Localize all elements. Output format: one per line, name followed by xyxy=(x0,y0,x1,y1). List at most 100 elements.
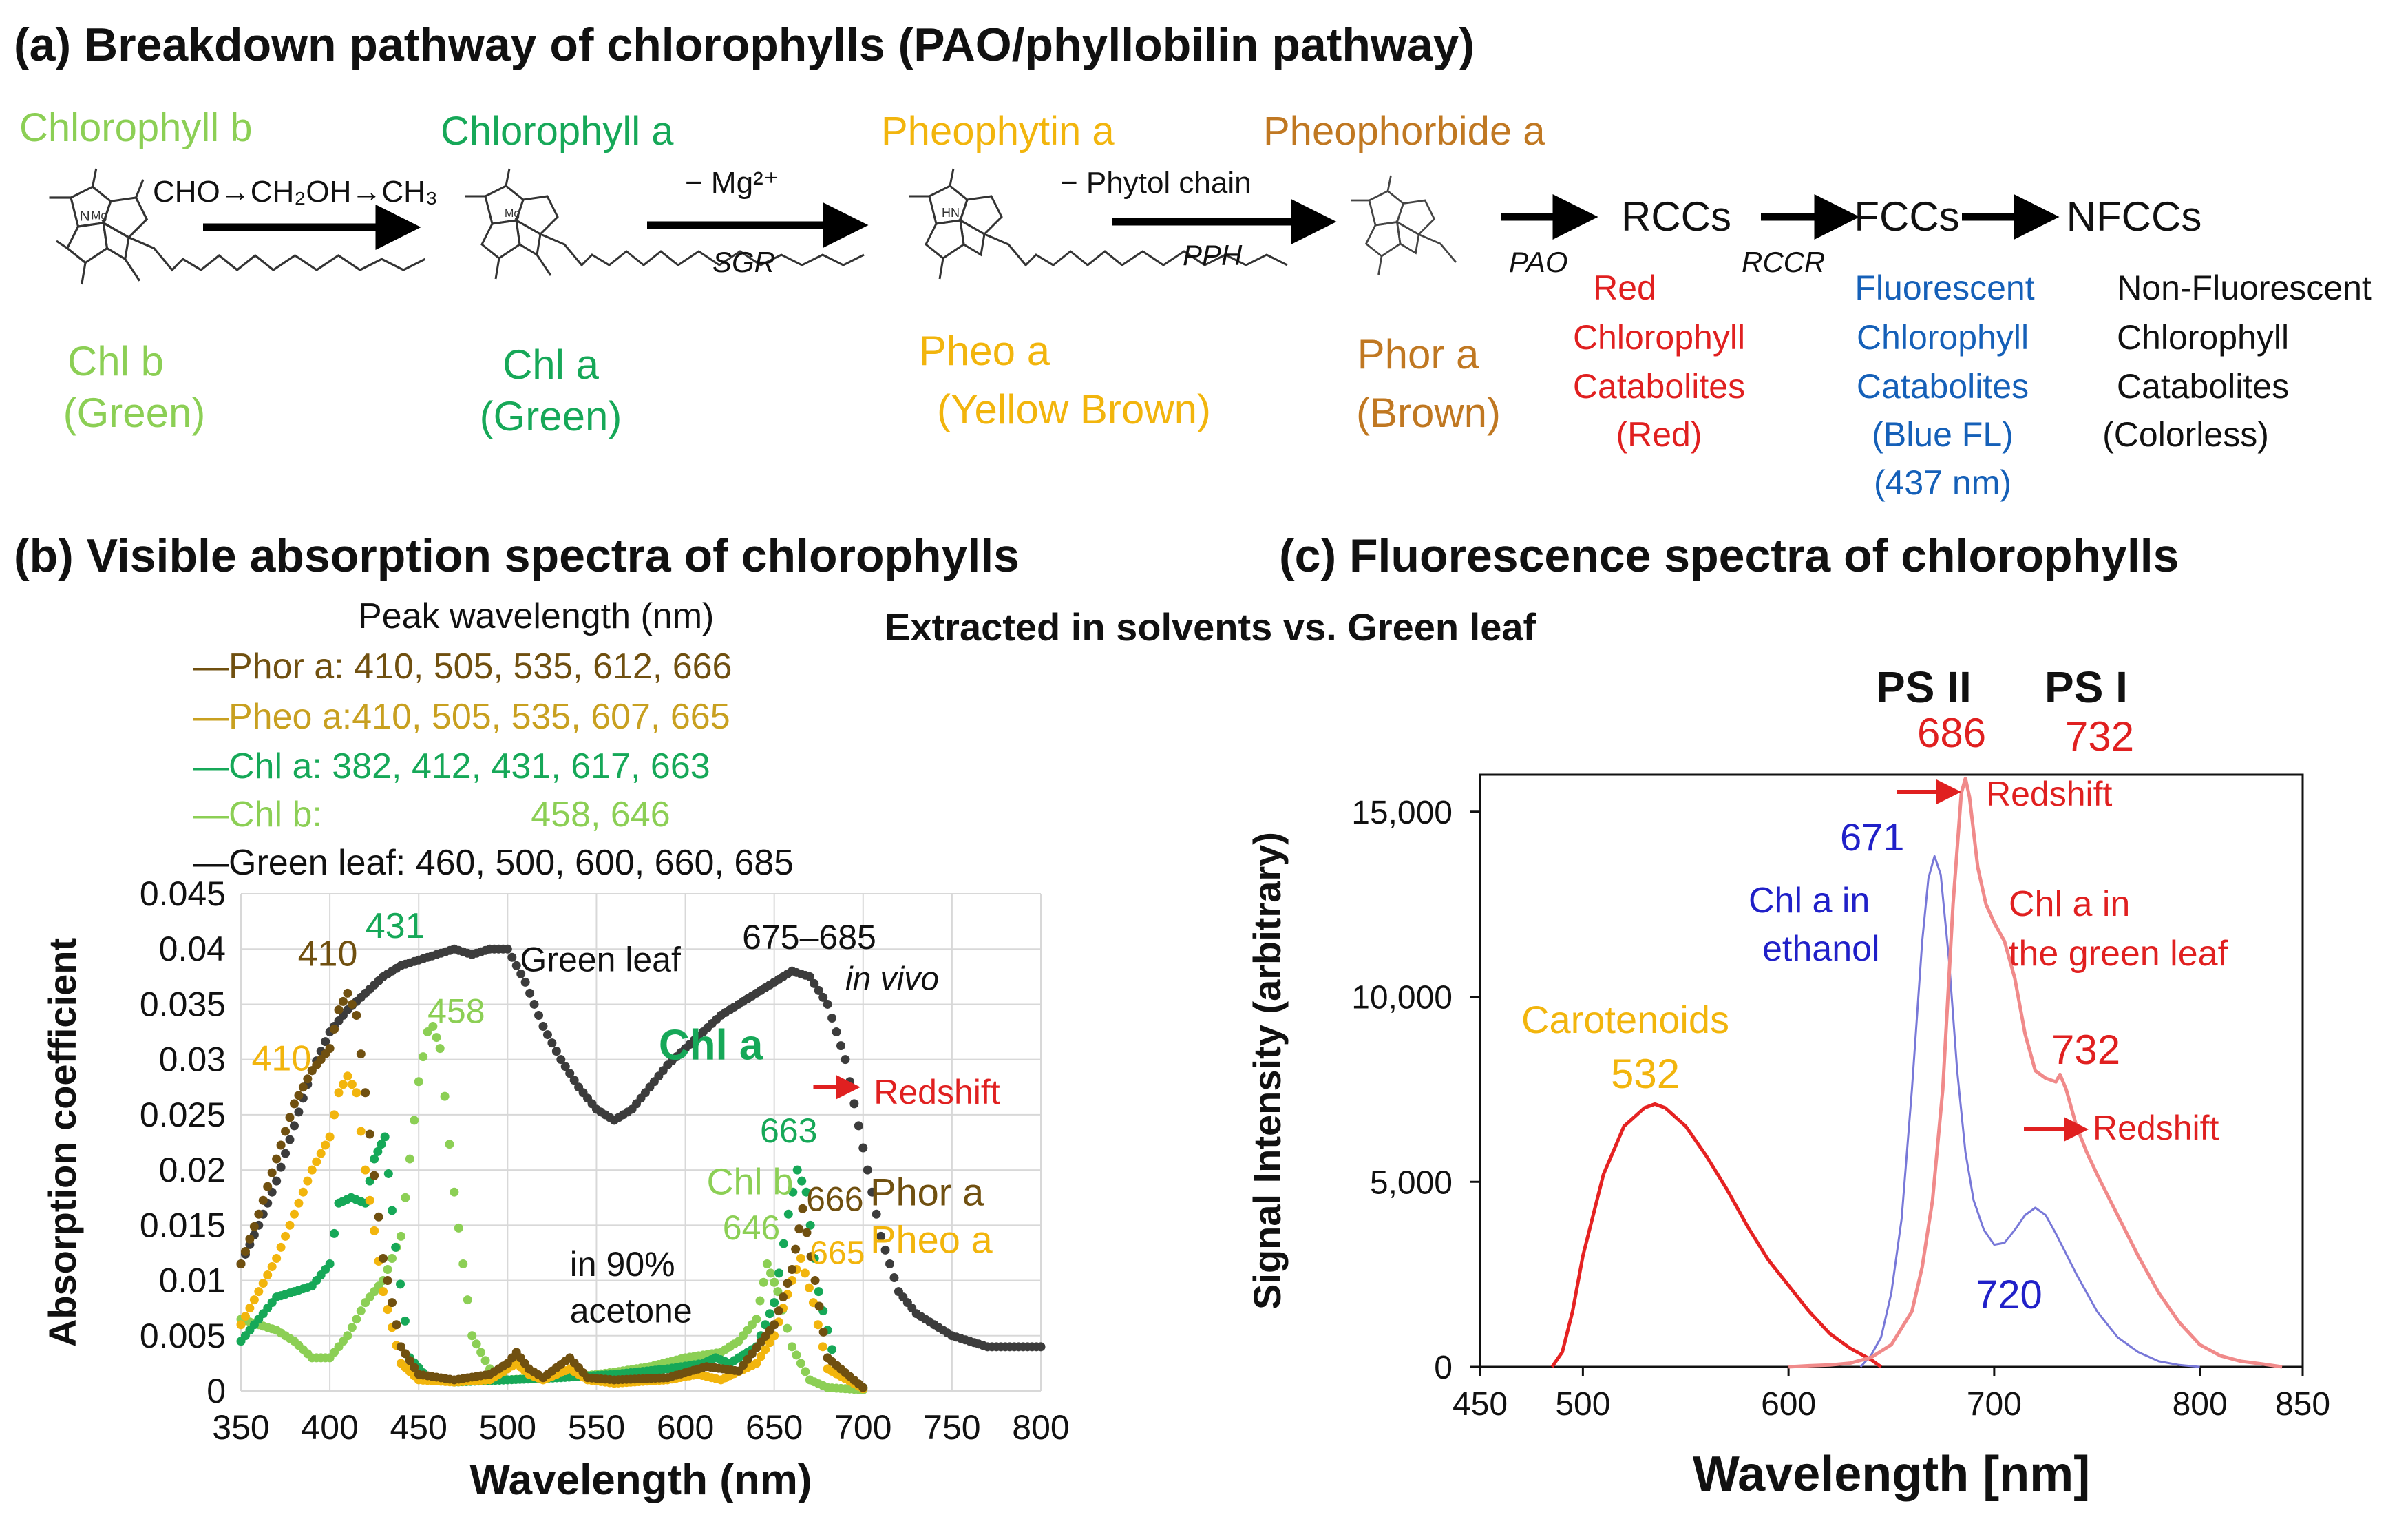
data-point xyxy=(325,1132,335,1142)
fluorescence-chart: 450 500 600 700 800 850 0 5,000 10,000 15,000 Wave… xyxy=(1245,773,2330,1502)
data-point xyxy=(361,1165,370,1175)
chart-annotation: Chl b xyxy=(707,1161,794,1202)
chart-annotation: Phor a xyxy=(870,1170,984,1213)
chart-annotation: Green leaf xyxy=(520,940,681,978)
x-tick-label: 600 xyxy=(657,1408,714,1447)
data-point xyxy=(534,1010,544,1020)
data-point xyxy=(818,992,828,1002)
data-point xyxy=(806,1252,816,1261)
data-point xyxy=(766,1268,776,1278)
data-point xyxy=(294,1198,304,1208)
data-point xyxy=(791,1244,801,1254)
molecule-icon: Mg xyxy=(465,168,865,280)
chart-annotation: 671 xyxy=(1840,815,1904,859)
data-point xyxy=(805,1220,815,1230)
step-label: CHO→CH₂OH→CH₃ xyxy=(153,175,438,209)
series-line-chl-a-in-ethanol xyxy=(1859,855,2200,1368)
chart-annotation: Redshift xyxy=(1986,775,2113,813)
data-point xyxy=(392,1320,401,1330)
data-point xyxy=(294,1107,304,1117)
ps2-label: PS II xyxy=(1876,662,1972,712)
data-point xyxy=(396,1231,405,1241)
data-point xyxy=(365,1195,374,1205)
catabolite-desc-line: (437 nm) xyxy=(1874,463,2011,502)
y-tick-label: 0 xyxy=(1434,1350,1453,1386)
data-point xyxy=(334,1005,344,1014)
catabolite-desc-line: Chlorophyll xyxy=(2117,318,2289,357)
data-point xyxy=(245,1304,255,1313)
chart-annotation: ethanol xyxy=(1762,929,1880,969)
y-tick-label: 15,000 xyxy=(1351,795,1453,831)
svg-text:Mg: Mg xyxy=(91,209,107,222)
y-tick-label: 0.03 xyxy=(159,1040,226,1079)
data-point xyxy=(379,1287,388,1297)
data-point xyxy=(352,1010,361,1020)
data-point xyxy=(379,1253,388,1263)
data-point xyxy=(779,1292,788,1302)
chart-annotation: Pheo a xyxy=(870,1217,993,1261)
enzyme-label: PPH xyxy=(1183,239,1243,271)
data-point xyxy=(765,1338,774,1348)
data-point xyxy=(352,1088,361,1098)
x-tick-label: 350 xyxy=(212,1408,269,1447)
data-point xyxy=(281,1231,291,1241)
chart-annotation: 732 xyxy=(2051,1027,2120,1073)
x-axis-label: Wavelength (nm) xyxy=(469,1456,812,1504)
data-point xyxy=(356,1306,366,1316)
catabolite-desc-line: Chlorophyll xyxy=(1857,318,2029,357)
data-point xyxy=(849,1099,859,1109)
data-point xyxy=(770,1320,779,1330)
absorption-chart: 350 400 450 500 550 600 650 700 750 800 0 0.005 0.01… xyxy=(41,875,1070,1504)
catabolite-desc-line: Catabolites xyxy=(2117,367,2289,406)
data-point xyxy=(876,1231,886,1241)
data-point xyxy=(796,1359,805,1368)
compound-name-chla: Chlorophyll a xyxy=(441,109,674,154)
data-point xyxy=(814,1301,824,1311)
series-green-leaf xyxy=(236,944,1046,1352)
y-tick-label: 0.01 xyxy=(159,1261,226,1300)
data-point xyxy=(370,1226,379,1235)
chart-annotation: 410 xyxy=(298,934,358,974)
chart-annotation: Chl a xyxy=(659,1022,763,1069)
data-point xyxy=(752,1359,761,1368)
series-chl-a xyxy=(236,1132,868,1392)
chart-annotation: Redshift xyxy=(874,1073,1000,1111)
compound-abbr-pheo: Pheo a xyxy=(919,328,1050,374)
data-point xyxy=(356,1049,366,1059)
x-tick-label: 600 xyxy=(1761,1386,1816,1423)
data-point xyxy=(249,1222,259,1231)
x-tick-label: 500 xyxy=(479,1408,536,1447)
data-point xyxy=(347,1080,357,1089)
data-point xyxy=(334,1088,344,1098)
data-point xyxy=(779,1239,788,1248)
y-tick-label: 0.04 xyxy=(159,930,226,968)
data-point xyxy=(783,1209,793,1219)
data-point xyxy=(289,1209,299,1219)
data-point xyxy=(347,1323,357,1332)
data-point xyxy=(321,1037,330,1047)
data-point xyxy=(263,1182,273,1191)
legend-entry-pheo: —Pheo a:410, 505, 535, 607, 665 xyxy=(193,697,730,737)
data-point xyxy=(249,1295,259,1305)
data-point xyxy=(765,1309,774,1319)
data-point xyxy=(391,1242,401,1252)
y-tick-label: 10,000 xyxy=(1351,980,1453,1016)
chart-annotation: 663 xyxy=(760,1111,817,1150)
step-label: − Mg²⁺ xyxy=(685,166,779,200)
data-point xyxy=(289,1099,299,1109)
data-point xyxy=(303,1176,313,1186)
data-point xyxy=(880,1245,890,1255)
data-point xyxy=(240,1312,250,1321)
compound-abbr-phor: Phor a xyxy=(1358,331,1479,377)
data-point xyxy=(236,1259,246,1268)
y-axis-label: Absorption coefficient xyxy=(41,938,84,1347)
data-point xyxy=(787,1342,796,1352)
data-point xyxy=(463,1295,472,1305)
y-tick-label: 0.025 xyxy=(140,1096,226,1134)
data-point xyxy=(467,1331,477,1341)
data-point xyxy=(370,1171,379,1180)
data-point xyxy=(383,1265,392,1275)
data-point xyxy=(377,1140,386,1149)
data-point xyxy=(529,999,539,1009)
data-point xyxy=(387,1253,397,1263)
